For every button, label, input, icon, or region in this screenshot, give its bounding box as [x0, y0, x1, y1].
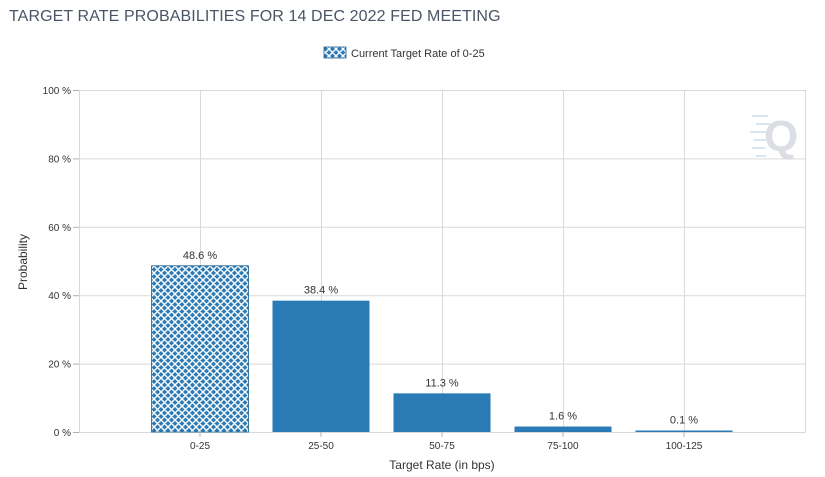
y-tick-label: 20 % — [48, 360, 71, 371]
x-tick-label: 25-50 — [308, 441, 334, 452]
x-tick-label: 0-25 — [190, 441, 210, 452]
data-labels: 48.6 % 38.4 % 11.3 % 1.6 % 0.1 % — [183, 250, 698, 427]
legend-entry-label: Current Target Rate of 0-25 — [351, 48, 485, 60]
bars — [151, 265, 733, 433]
data-label: 48.6 % — [183, 250, 217, 262]
y-tick-label: 40 % — [48, 291, 71, 302]
legend-swatch — [323, 46, 347, 59]
x-tick-label: 50-75 — [429, 441, 455, 452]
bar — [272, 300, 370, 432]
bar — [393, 393, 491, 432]
bar — [635, 430, 733, 432]
watermark-logo-icon: Q — [750, 112, 798, 161]
y-axis-label: Probability — [16, 234, 30, 290]
data-label: 0.1 % — [670, 415, 698, 427]
data-label: 11.3 % — [425, 377, 459, 389]
y-tick-label: 60 % — [48, 223, 71, 234]
svg-text:Q: Q — [764, 112, 798, 161]
data-label: 38.4 % — [304, 285, 338, 297]
bar-highlighted — [151, 265, 249, 433]
x-tick-label: 100-125 — [666, 441, 703, 452]
chart-title: TARGET RATE PROBABILITIES FOR 14 DEC 202… — [9, 8, 501, 25]
bar — [514, 426, 612, 432]
tick-labels: 0 % 20 % 40 % 60 % 80 % 100 % 0-25 25-50 50-75 75… — [43, 86, 703, 452]
y-tick-label: 80 % — [48, 154, 71, 165]
x-tick-label: 75-100 — [547, 441, 579, 452]
x-axis-label: Target Rate (in bps) — [389, 458, 494, 472]
y-tick-label: 100 % — [43, 86, 71, 97]
y-tick-label: 0 % — [54, 428, 71, 439]
data-label: 1.6 % — [549, 411, 577, 423]
legend: Current Target Rate of 0-25 — [323, 46, 485, 60]
